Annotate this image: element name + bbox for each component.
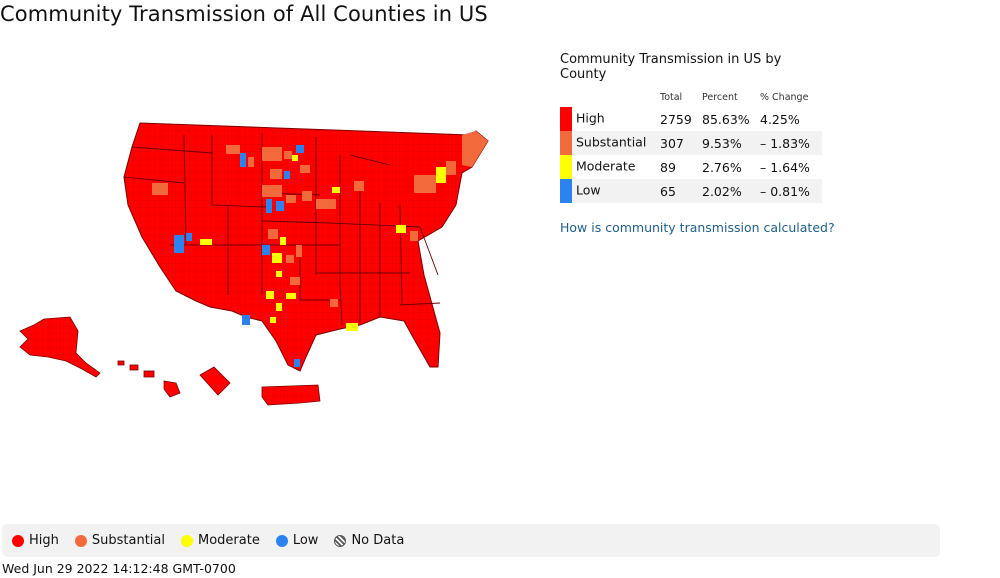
- row-label: Low: [576, 182, 601, 198]
- legend-item-no-data[interactable]: No Data: [334, 533, 404, 548]
- row-total: 2759: [660, 111, 692, 127]
- high-swatch: [560, 107, 572, 131]
- us-county-map[interactable]: [0, 95, 520, 415]
- page-title: Community Transmission of All Counties i…: [0, 2, 488, 26]
- transmission-summary-panel: Community Transmission in US by County T…: [560, 52, 835, 235]
- legend-item-high[interactable]: High: [12, 533, 59, 548]
- table-row: Low 65 2.02% – 0.81%: [560, 179, 822, 203]
- row-label: Moderate: [576, 158, 636, 174]
- header-total: Total: [660, 91, 683, 103]
- legend-item-moderate[interactable]: Moderate: [181, 533, 260, 548]
- row-percent: 2.02%: [702, 179, 760, 203]
- table-row: High 2759 85.63% 4.25%: [560, 107, 822, 131]
- hawaii-shape[interactable]: [117, 360, 181, 398]
- substantial-swatch: [560, 131, 572, 155]
- row-change: – 0.81%: [760, 179, 822, 203]
- row-percent: 85.63%: [702, 111, 750, 127]
- row-percent: 2.76%: [702, 159, 742, 175]
- row-percent: 9.53%: [702, 131, 760, 155]
- header-change: % Change: [760, 91, 809, 103]
- row-total: 89: [660, 159, 676, 175]
- header-level: [560, 87, 660, 107]
- legend-label: Low: [292, 533, 319, 548]
- state-borders: [123, 133, 441, 326]
- moderate-dot-icon: [181, 534, 193, 547]
- legend-label: No Data: [351, 533, 405, 548]
- summary-table: Total Percent % Change High 2759 85.63% …: [560, 87, 822, 203]
- row-change: – 1.83%: [760, 131, 822, 155]
- legend-label: Moderate: [198, 533, 260, 548]
- map-legend: High Substantial Moderate Low No Data: [2, 524, 940, 557]
- substantial-dot-icon: [74, 534, 87, 547]
- row-label: Substantial: [576, 134, 647, 150]
- low-dot-icon: [275, 534, 288, 547]
- low-swatch: [560, 179, 572, 203]
- summary-title: Community Transmission in US by County: [560, 52, 782, 82]
- legend-item-low[interactable]: Low: [275, 533, 319, 548]
- legend-label: Substantial: [91, 533, 165, 548]
- table-row: Moderate 89 2.76% – 1.64%: [560, 155, 822, 179]
- high-dot-icon: [12, 534, 24, 547]
- row-total: 65: [660, 179, 702, 203]
- calculation-info-link[interactable]: How is community transmission calculated…: [560, 220, 835, 235]
- timestamp: Wed Jun 29 2022 14:12:48 GMT-0700: [2, 561, 236, 576]
- legend-label: High: [29, 533, 59, 548]
- header-percent: Percent: [702, 91, 738, 103]
- legend-item-substantial[interactable]: Substantial: [74, 533, 165, 548]
- row-label: High: [576, 110, 605, 126]
- territory-shape[interactable]: [199, 366, 231, 396]
- moderate-swatch: [560, 155, 572, 179]
- table-row: Substantial 307 9.53% – 1.83%: [560, 131, 822, 155]
- row-change: 4.25%: [760, 111, 800, 127]
- row-total: 307: [660, 131, 702, 155]
- row-change: – 1.64%: [760, 159, 810, 175]
- hatched-dot-icon: [334, 534, 347, 547]
- county-clusters[interactable]: [152, 131, 488, 367]
